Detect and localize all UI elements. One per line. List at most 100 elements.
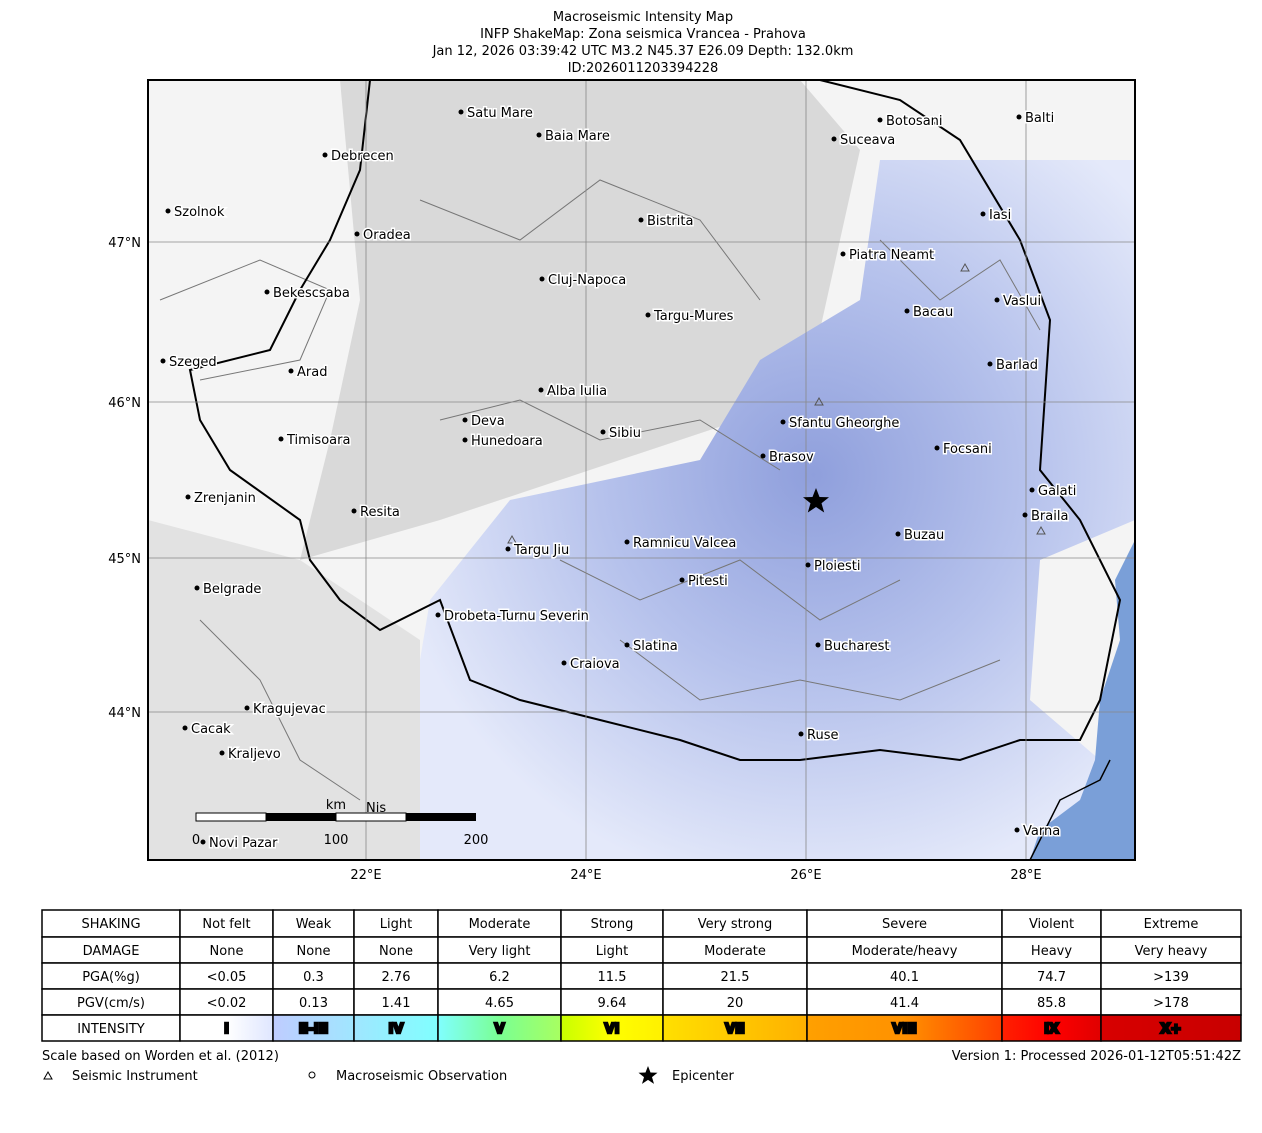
city-dot	[244, 705, 250, 711]
epicenter-icon	[638, 1066, 658, 1084]
city-label: Hunedoara	[471, 434, 543, 449]
city-dot	[538, 387, 544, 393]
lat-label: 46°N	[108, 396, 141, 411]
cities: Satu Mare Baia Mare Debrecen Botosani Balti S…	[160, 105, 1078, 853]
table-text: <0.02	[207, 996, 247, 1011]
city-dot	[539, 276, 545, 282]
table-cell	[41, 988, 181, 1016]
city-label: Vaslui	[1003, 294, 1041, 309]
scale-tick: 100	[324, 833, 349, 848]
title-line: Macroseismic Intensity Map	[553, 10, 733, 25]
city-label: Piatra Neamt	[849, 248, 934, 263]
city-dot	[1016, 114, 1022, 120]
table-cell	[1100, 988, 1242, 1016]
table-cell	[41, 909, 181, 938]
table-text: 85.8	[1037, 996, 1066, 1011]
table-text: 21.5	[721, 970, 750, 985]
table-text: 11.5	[598, 970, 627, 985]
instrument-icon	[43, 1070, 53, 1080]
city-label: Drobeta-Turnu Severin	[444, 609, 589, 624]
table-cell	[41, 936, 181, 964]
city-label: Ruse	[807, 728, 838, 743]
footer-version: Version 1: Processed 2026-01-12T05:51:42…	[952, 1049, 1241, 1064]
city-dot	[160, 358, 166, 364]
city-dot	[354, 231, 360, 237]
footer-note: Scale based on Worden et al. (2012)	[42, 1049, 279, 1064]
city-label: Pitesti	[688, 574, 728, 589]
table-cell	[353, 962, 439, 990]
city-label: Bucharest	[824, 639, 889, 654]
city-label: Suceava	[840, 133, 895, 148]
lon-label: 26°E	[790, 868, 821, 883]
table-cell	[179, 909, 274, 938]
table-cell	[272, 962, 355, 990]
city-label: Bistrita	[647, 214, 693, 229]
table-text: 20	[727, 996, 744, 1011]
table-text: 9.64	[598, 996, 627, 1011]
table-cell	[806, 909, 1003, 938]
city-label: Szolnok	[174, 205, 225, 220]
city-dot	[288, 368, 294, 374]
city-label: Baia Mare	[545, 129, 610, 144]
city-dot	[805, 562, 811, 568]
city-label: Targu Jiu	[513, 543, 569, 558]
city-dot	[980, 211, 986, 217]
city-dot	[435, 612, 441, 618]
table-cell	[806, 1014, 1003, 1042]
city-dot	[462, 437, 468, 443]
table-cell	[179, 936, 274, 964]
city-label: Timisoara	[286, 433, 350, 448]
table-text: Very light	[469, 944, 531, 959]
city-dot	[264, 289, 270, 295]
lon-label: 24°E	[570, 868, 601, 883]
legend-observation: Macroseismic Observation	[336, 1069, 507, 1084]
city-dot	[278, 436, 284, 442]
city-label: Cluj-Napoca	[548, 273, 626, 288]
table-text: None	[297, 944, 331, 959]
city-label: Szeged	[169, 355, 217, 370]
lon-label: 28°E	[1010, 868, 1041, 883]
table-cell	[437, 936, 562, 964]
scale-tick: 200	[464, 833, 489, 848]
table-cell	[1100, 936, 1242, 964]
table-cell	[1100, 1014, 1242, 1042]
table-cell	[662, 909, 808, 938]
table-cell	[353, 1014, 439, 1042]
city-dot	[458, 109, 464, 115]
scale-tick: 0	[192, 833, 200, 848]
city-label: Debrecen	[331, 149, 394, 164]
city-dot	[994, 297, 1000, 303]
table-cell	[437, 962, 562, 990]
legend-instrument: Seismic Instrument	[72, 1069, 198, 1084]
table-text: 0.3	[303, 970, 324, 985]
city-label: Botosani	[886, 114, 943, 129]
table-text: PGV(cm/s)	[77, 996, 145, 1011]
lon-label: 22°E	[350, 868, 381, 883]
instruments	[507, 262, 1046, 544]
table-cell	[1001, 962, 1102, 990]
table-text: None	[379, 944, 413, 959]
city-dot	[194, 585, 200, 591]
table-text: IX	[1044, 1022, 1059, 1037]
city-dot	[780, 419, 786, 425]
table-cell	[437, 988, 562, 1016]
city-label: Focsani	[943, 442, 992, 457]
hidden-label: Nis	[366, 801, 386, 816]
city-label: Ramnicu Valcea	[633, 536, 736, 551]
city-dot	[798, 731, 804, 737]
city-dot	[877, 117, 883, 123]
table-text: 4.65	[485, 996, 514, 1011]
city-dot	[462, 417, 468, 423]
table-text: PGA(%g)	[82, 970, 140, 985]
city-label: Novi Pazar	[209, 836, 278, 851]
lat-label: 45°N	[108, 552, 141, 567]
city-dot	[987, 361, 993, 367]
city-label: Oradea	[363, 228, 411, 243]
city-dot	[895, 531, 901, 537]
table-text: Weak	[296, 917, 332, 932]
table-text: Severe	[882, 917, 927, 932]
table-cell	[662, 988, 808, 1016]
city-label: Bacau	[913, 305, 953, 320]
city-label: Resita	[360, 505, 400, 520]
